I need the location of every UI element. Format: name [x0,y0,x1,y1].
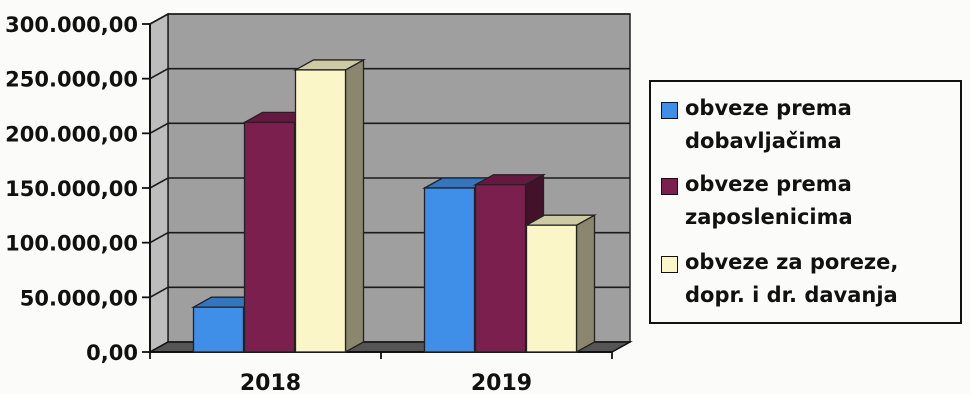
x-category-label-2019: 2019 [471,371,532,394]
legend-label-1: obveze prema dobavljačima [685,96,852,153]
y-tick-label: 200.000,00 [5,122,138,146]
legend: obveze prema dobavljačima obveze prema z… [649,80,962,324]
y-tick-label: 100.000,00 [5,232,138,256]
y-tick-label: 250.000,00 [5,68,138,92]
y-tick-label: 0,00 [86,341,138,365]
bar-front [243,121,296,353]
bar-front [525,224,578,353]
x-category-label-2018: 2018 [240,371,301,394]
bars [190,58,598,354]
bar-davanja-2018 [292,58,367,354]
bar-front [423,187,476,353]
gridline [149,13,630,25]
y-tick-label: 150.000,00 [5,177,138,201]
bar-davanja-2019 [523,214,598,354]
gridline [149,67,630,80]
bar-side [344,58,365,354]
legend-item-3: obveze za poreze, dopr. i dr. davanja [661,250,954,312]
legend-swatch-3 [661,256,678,273]
y-tick-label: 50.000,00 [20,286,138,310]
bar-front [294,69,347,353]
bar-front [192,306,245,353]
legend-label-2: obveze prema zaposlenicima [685,172,853,229]
bar-side [575,214,596,354]
bar-front [474,184,527,353]
legend-swatch-2 [661,178,678,195]
legend-item-2: obveze prema zaposlenicima [661,172,954,234]
gridline [149,122,630,135]
x-axis-category-labels: 2018 2019 [240,371,532,394]
legend-swatch-1 [661,102,678,119]
legend-label-3: obveze za poreze, dopr. i dr. davanja [685,250,899,307]
legend-item-1: obveze prema dobavljačima [661,96,954,158]
y-axis-tick-labels: 0,00 50.000,00 100.000,00 150.000,00 200.000… [5,13,138,365]
y-tick-label: 300.000,00 [5,13,138,37]
